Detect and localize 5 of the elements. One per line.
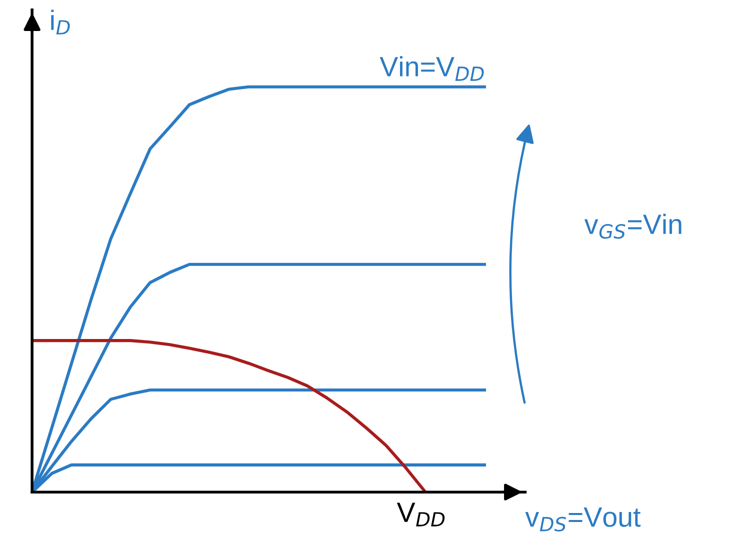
text: V$_{DD}$ xyxy=(396,502,445,526)
text: v$_{GS}$=Vin xyxy=(584,214,682,239)
y-axis-title: i$_{D}$ xyxy=(51,10,70,34)
text: Vin=V$_{DD}$ xyxy=(380,56,484,81)
x-axis-title: v$_{DS}$=Vout xyxy=(525,508,641,532)
